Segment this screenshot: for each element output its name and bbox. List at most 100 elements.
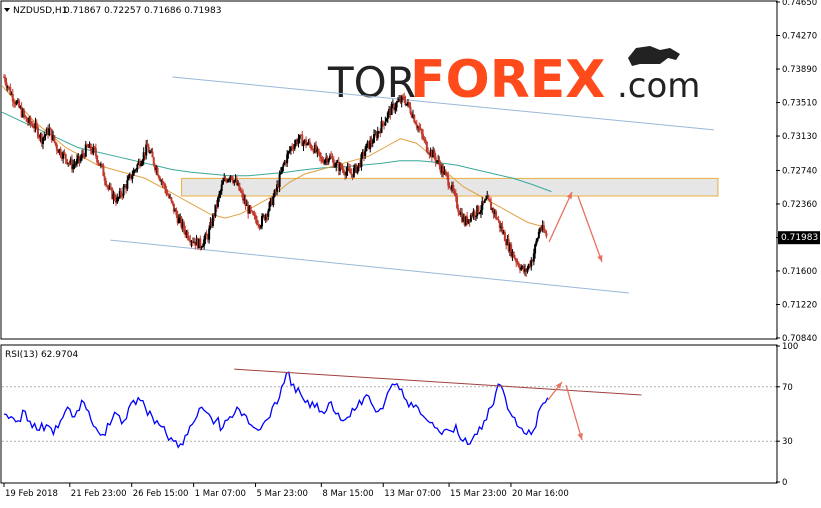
- candle-body: [138, 161, 141, 167]
- candle-body: [443, 171, 446, 175]
- candle-body: [165, 189, 168, 195]
- candle-body: [52, 135, 55, 141]
- candle-body: [184, 229, 187, 235]
- candle-body: [507, 239, 510, 252]
- candle-body: [94, 148, 97, 156]
- candle-body: [539, 228, 542, 232]
- candle-body: [29, 117, 32, 124]
- candle-body: [451, 184, 454, 190]
- candle-body: [239, 190, 242, 192]
- candle-body: [383, 123, 386, 126]
- candle-body: [526, 267, 529, 272]
- candle-body: [198, 238, 201, 249]
- candle-body: [542, 225, 545, 232]
- candle-body: [529, 264, 532, 267]
- candle-body: [445, 172, 448, 176]
- candle-body: [427, 151, 430, 154]
- price-tick-label: 0.73130: [782, 132, 817, 142]
- candle-body: [384, 121, 387, 126]
- candle-body: [291, 146, 294, 149]
- channel-upper-line: [172, 76, 715, 131]
- candle-body: [342, 169, 345, 174]
- forecast-up-arrow-shaft: [548, 191, 573, 243]
- candle-body: [167, 194, 170, 198]
- candle-body: [328, 156, 331, 159]
- candle-body: [425, 141, 428, 152]
- candle-body: [82, 153, 85, 155]
- candle-body: [505, 241, 508, 246]
- candle-body: [101, 164, 104, 166]
- candle-body: [98, 163, 101, 166]
- candles: [3, 73, 548, 277]
- candle-body: [141, 160, 144, 164]
- candle-body: [447, 175, 450, 186]
- candle-body: [424, 139, 427, 142]
- symbol-header: NZDUSD,H1 0.71867 0.72257 0.71686 0.7198…: [4, 6, 221, 16]
- candle-body: [364, 151, 367, 157]
- candle-body: [278, 173, 281, 188]
- candle-body: [73, 164, 76, 166]
- candle-body: [74, 163, 77, 165]
- candle-body: [419, 128, 422, 130]
- candle-body: [496, 218, 499, 220]
- candle-body: [289, 146, 292, 151]
- candle-body: [176, 215, 179, 224]
- candle-body: [385, 118, 388, 122]
- candle-body: [55, 144, 58, 151]
- candle-body: [318, 151, 321, 157]
- candle-body: [433, 150, 436, 157]
- candle-body: [366, 141, 369, 144]
- candle-body: [14, 103, 17, 105]
- candle-body: [313, 144, 316, 153]
- candle-body: [311, 148, 314, 150]
- candle-body: [292, 148, 295, 150]
- time-tick-label: 20 Mar 16:00: [512, 489, 569, 499]
- candle-body: [36, 127, 39, 138]
- candle-body: [502, 232, 505, 234]
- candle-body: [185, 231, 188, 235]
- candle-body: [380, 121, 383, 133]
- candle-body: [347, 167, 350, 170]
- candle-body: [362, 152, 365, 157]
- candle-body: [28, 117, 31, 123]
- candle-body: [115, 199, 118, 203]
- bull-icon: [628, 46, 680, 66]
- forecast-arrows: [548, 191, 603, 263]
- candle-body: [452, 184, 455, 192]
- candle-body: [161, 180, 164, 184]
- candle-body: [333, 166, 336, 168]
- candle-body: [303, 139, 306, 142]
- candle-body: [237, 182, 240, 185]
- candle-body: [186, 231, 189, 239]
- candle-body: [162, 183, 165, 185]
- candle-body: [439, 165, 442, 173]
- candle-body: [240, 191, 243, 193]
- candle-body: [326, 157, 329, 163]
- dropdown-triangle-icon: [4, 8, 10, 12]
- candle-body: [67, 162, 70, 164]
- candle-body: [317, 148, 320, 152]
- candle-body: [30, 123, 33, 125]
- candle-body: [102, 165, 105, 177]
- candle-body: [288, 150, 291, 152]
- candle-body: [38, 137, 41, 139]
- forecast-down-arrow-shaft: [577, 195, 603, 263]
- candle-body: [255, 219, 258, 225]
- candle-body: [474, 215, 477, 217]
- candle-body: [59, 149, 62, 157]
- candle-body: [393, 104, 396, 111]
- candle-body: [254, 215, 257, 220]
- candle-body: [130, 174, 133, 179]
- candle-body: [224, 178, 227, 181]
- candle-body: [469, 214, 472, 222]
- candle-body: [48, 128, 51, 136]
- candle-body: [540, 228, 543, 230]
- candle-body: [357, 163, 360, 167]
- channel-lower-line: [110, 239, 629, 294]
- candle-body: [530, 260, 533, 267]
- candle-body: [111, 188, 114, 199]
- candle-body: [355, 164, 358, 173]
- candle-body: [107, 185, 110, 189]
- candle-body: [215, 204, 218, 207]
